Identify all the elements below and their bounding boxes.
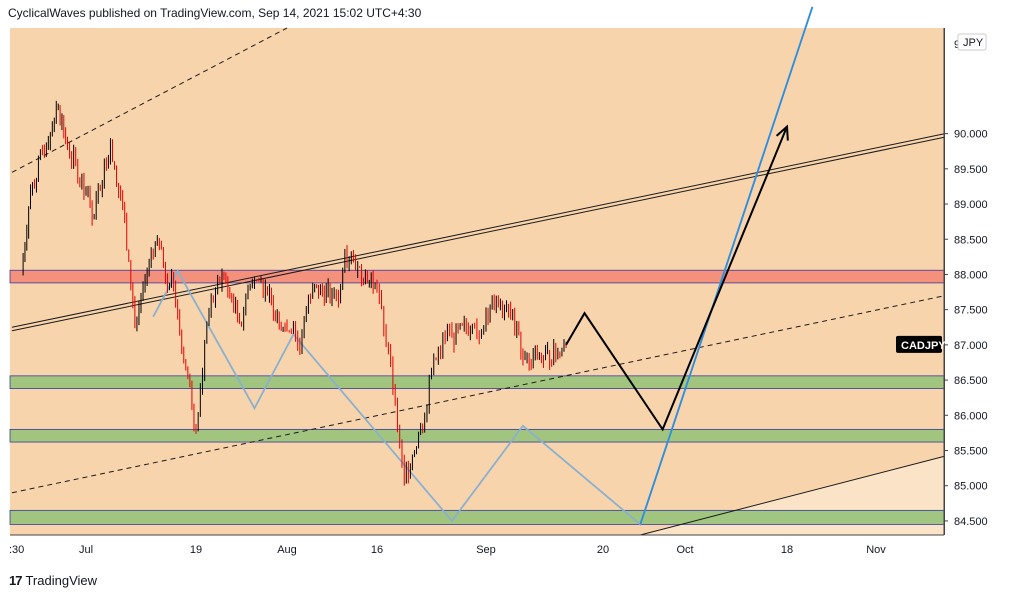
y-tick-label: 89.000 xyxy=(954,199,988,211)
y-tick-label: 85.500 xyxy=(954,446,988,458)
y-tick-label: 87.500 xyxy=(954,305,988,317)
projection-layer xyxy=(565,124,789,432)
symbol-price-badge xyxy=(896,335,942,353)
trendline-upper-channel-dashed xyxy=(11,27,288,173)
zone-layer xyxy=(9,269,945,525)
y-tick-label: 84.500 xyxy=(954,516,988,528)
candle-layer xyxy=(22,100,567,486)
y-tick-label: 87.000 xyxy=(954,340,988,352)
trendline-layer xyxy=(11,6,946,536)
y-tick-label: 89.500 xyxy=(954,164,988,176)
publish-header: CyclicalWaves published on TradingView.c… xyxy=(8,6,422,20)
y-tick-label: 88.500 xyxy=(954,234,988,246)
y-tick-label: 85.000 xyxy=(954,481,988,493)
zone-support-2 xyxy=(9,428,945,443)
axis-layer: 90.000 89.500 89.000 88.500 88.000 87.500 87.0… xyxy=(9,0,1009,556)
x-tick-label: 19 xyxy=(190,544,202,556)
projection-path xyxy=(565,126,788,432)
arrowhead-icon xyxy=(775,124,789,141)
zone-support-3 xyxy=(9,509,945,525)
x-tick-label: :30 xyxy=(9,544,24,556)
y-tick-label-partial: 9 xyxy=(954,39,960,51)
zone-resistance xyxy=(9,269,945,284)
trendline-double-line-a xyxy=(11,133,946,328)
x-tick-label: 20 xyxy=(597,544,609,556)
price-axis-bg xyxy=(945,0,1009,535)
zone-support-1 xyxy=(9,375,945,389)
tradingview-footer: 17 TradingView xyxy=(9,571,97,589)
x-tick-label: 18 xyxy=(781,544,793,556)
trendline-lower-trend xyxy=(640,455,946,536)
y-tick-label: 86.500 xyxy=(954,375,988,387)
tradingview-brand: TradingView xyxy=(25,572,98,588)
x-tick-label: Sep xyxy=(476,544,496,556)
blue-projection-line xyxy=(639,6,814,525)
cycle-path xyxy=(152,6,814,526)
y-tick-label: 86.000 xyxy=(954,410,988,422)
x-tick-label: Jul xyxy=(79,544,93,556)
currency-badge xyxy=(957,33,987,51)
symbol-label: CADJPY xyxy=(901,340,946,352)
x-tick-label: Aug xyxy=(277,544,297,556)
x-tick-label: Oct xyxy=(676,544,693,556)
x-tick-label: Nov xyxy=(866,544,886,556)
trendline-double-line-b xyxy=(11,136,946,332)
tradingview-logo-icon: 17 xyxy=(9,572,23,588)
y-tick-label: 90.000 xyxy=(954,129,988,141)
y-tick-label: 88.000 xyxy=(954,269,988,281)
currency-label: JPY xyxy=(963,37,984,49)
trendline-mid-channel-dashed xyxy=(11,295,946,494)
x-tick-label: 16 xyxy=(371,544,383,556)
